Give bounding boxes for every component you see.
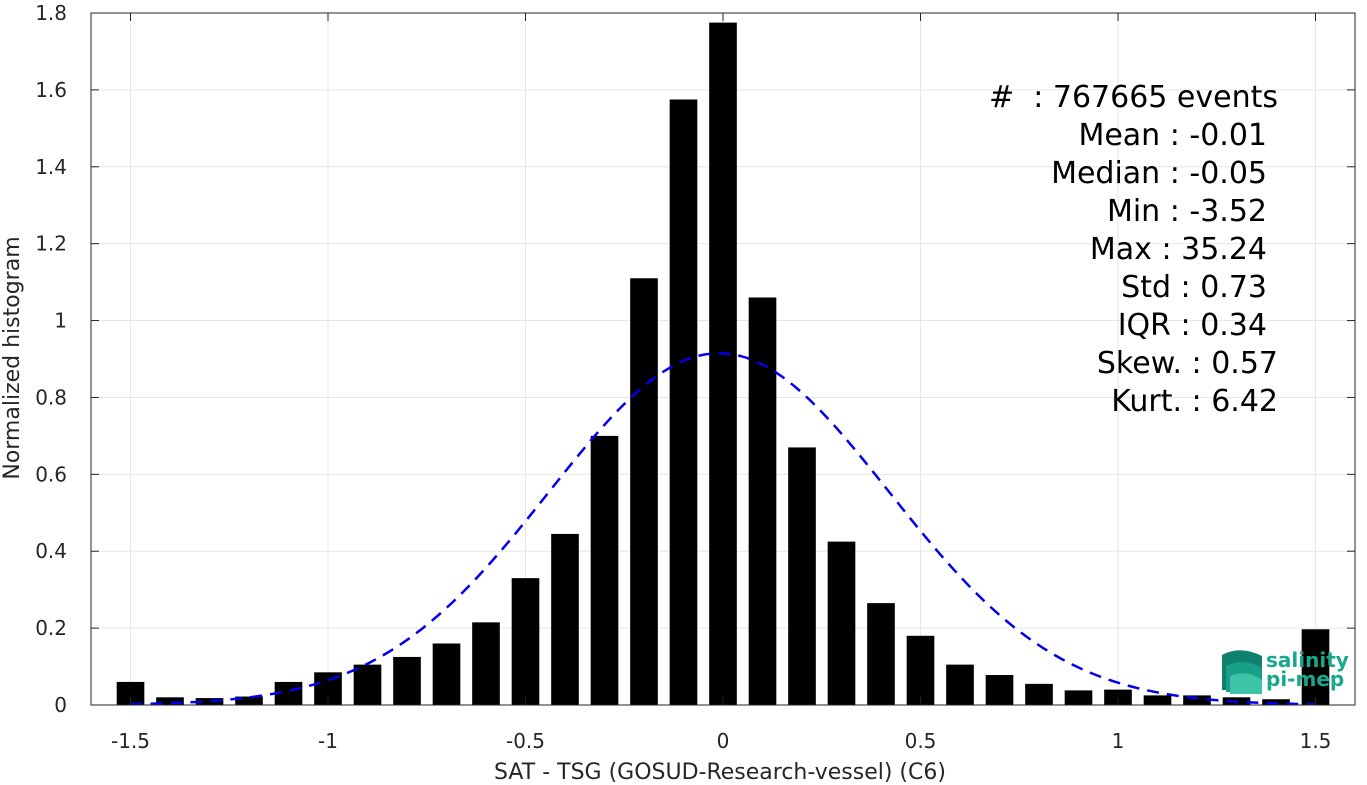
histogram-bar xyxy=(709,22,737,706)
x-tick-label: 0.5 xyxy=(905,729,937,753)
y-tick-label: 0.2 xyxy=(35,616,67,640)
x-tick-label: 1 xyxy=(1112,729,1125,753)
stats-mean: Mean : -0.01 xyxy=(1078,118,1267,153)
stats-std: Std : 0.73 xyxy=(1121,270,1267,305)
x-tick-label: -0.5 xyxy=(506,729,545,753)
histogram-bar xyxy=(906,635,935,705)
histogram-bar xyxy=(274,681,303,705)
histogram-bar xyxy=(630,278,658,705)
histogram-bar xyxy=(353,664,382,705)
histogram-bar xyxy=(195,698,224,705)
x-axis-label: SAT - TSG (GOSUD-Research-vessel) (C6) xyxy=(494,760,946,785)
stats-iqr: IQR : 0.34 xyxy=(1118,308,1267,343)
histogram-bar xyxy=(788,447,816,705)
histogram-bar xyxy=(1262,699,1290,705)
histogram-bar xyxy=(1183,695,1211,705)
histogram-bar xyxy=(1064,690,1093,705)
y-tick-label: 0.8 xyxy=(35,385,67,409)
x-tick-label: 1.5 xyxy=(1300,729,1332,753)
stats-box: # : 767665 events Mean : -0.01 Median : … xyxy=(989,80,1278,419)
stats-skew: Skew. : 0.57 xyxy=(1097,346,1278,381)
histogram-bar xyxy=(867,603,895,705)
y-tick-labels: 0 0.2 0.4 0.6 0.8 1 1.2 1.4 1.6 1.8 xyxy=(35,1,67,717)
x-tick-label: 0 xyxy=(717,729,730,753)
y-tick-label: 1.6 xyxy=(35,78,67,102)
histogram-bar xyxy=(985,675,1014,705)
histogram-bar xyxy=(116,681,145,705)
stats-median: Median : -0.05 xyxy=(1051,156,1267,191)
histogram-bar xyxy=(235,696,263,705)
y-tick-label: 1 xyxy=(54,309,67,333)
histogram-bar xyxy=(432,643,461,705)
histogram-bar xyxy=(748,297,777,705)
histogram-bar xyxy=(1301,629,1330,705)
histogram-bar xyxy=(472,622,500,705)
y-tick-label: 1.2 xyxy=(35,232,67,256)
histogram-bar xyxy=(393,656,421,705)
histogram-bars xyxy=(116,22,1330,706)
y-tick-label: 1.4 xyxy=(35,155,67,179)
histogram-bar xyxy=(669,99,698,705)
x-tick-label: -1.5 xyxy=(111,729,150,753)
y-axis-label: Normalized histogram xyxy=(0,236,25,479)
stats-events: # : 767665 events xyxy=(989,80,1278,115)
x-tick-label: -1 xyxy=(318,729,338,753)
histogram-bar xyxy=(551,533,579,705)
logo-line1: salinity xyxy=(1266,648,1349,672)
axis-ticks xyxy=(91,12,1355,706)
x-tick-labels: -1.5 -1 -0.5 0 0.5 1 1.5 xyxy=(111,729,1331,753)
histogram-bar xyxy=(156,697,184,705)
y-tick-label: 1.8 xyxy=(35,1,67,25)
stats-min: Min : -3.52 xyxy=(1107,194,1267,229)
histogram-bar xyxy=(1025,683,1053,705)
y-tick-label: 0 xyxy=(54,693,67,717)
histogram-bar xyxy=(946,664,974,705)
stats-max: Max : 35.24 xyxy=(1090,232,1267,267)
histogram-bar xyxy=(511,578,540,705)
y-tick-label: 0.4 xyxy=(35,539,67,563)
salinity-pimep-logo: salinity pi-mep xyxy=(1222,648,1349,694)
logo-line2: pi-mep xyxy=(1266,667,1344,691)
histogram-bar xyxy=(827,541,856,705)
waves-icon xyxy=(1222,650,1262,694)
gaussian-fit-line xyxy=(130,352,1316,706)
stats-kurt: Kurt. : 6.42 xyxy=(1111,384,1278,419)
y-tick-label: 0.6 xyxy=(35,462,67,486)
gaussian-fit xyxy=(130,352,1316,706)
histogram-bar xyxy=(1143,695,1172,705)
histogram-bar xyxy=(590,435,619,705)
